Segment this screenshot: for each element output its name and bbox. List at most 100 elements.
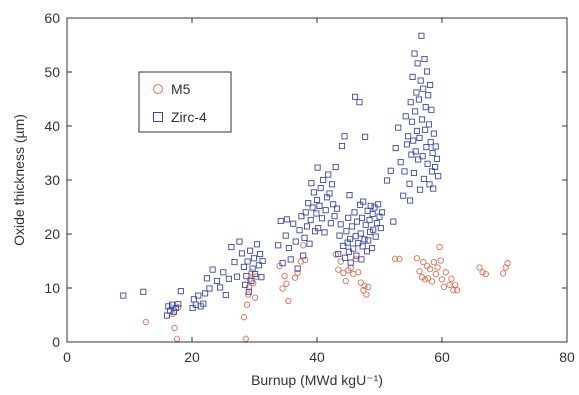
data-point [423,144,430,151]
data-point [283,280,290,287]
data-point [383,177,391,184]
data-point [408,118,416,125]
data-point [413,255,421,262]
data-point [432,270,439,278]
series-zirc4 [120,32,442,319]
data-point [298,213,305,220]
y-axis-label: Oxide thickness (µm) [11,114,27,246]
data-point [425,121,432,128]
data-point [248,269,255,276]
data-point [285,244,292,252]
data-point [479,269,486,276]
data-point [365,237,372,244]
data-point [413,89,420,96]
data-point [175,301,182,308]
legend-zirc4-label: Zirc-4 [171,109,207,125]
data-point [408,151,415,158]
data-point [317,185,324,192]
data-point [407,197,414,204]
data-point [177,288,184,295]
data-point [259,257,266,265]
data-point [245,288,252,295]
data-point [250,255,257,262]
data-point [446,281,453,288]
data-point [258,274,265,281]
data-point [402,113,409,120]
data-point [240,314,248,321]
data-point [438,276,446,283]
data-point [247,247,254,254]
data-point [453,287,461,294]
data-point [414,60,421,67]
data-point [410,169,417,177]
data-point [246,276,254,283]
data-point [336,232,343,239]
data-point [192,301,199,308]
data-point [346,192,353,199]
data-point [243,273,250,280]
data-point [238,250,246,257]
data-point [325,171,332,178]
y-tick-label: 20 [44,226,60,242]
data-point [302,209,309,216]
data-point [421,276,429,283]
data-point [352,233,359,240]
data-point [338,142,346,150]
data-point [257,250,264,258]
data-point [372,233,379,240]
data-point [368,244,376,252]
data-point [442,269,449,276]
data-point [307,216,314,224]
data-point [448,275,455,282]
data-point [420,175,427,182]
data-point [412,108,419,115]
data-point [332,163,339,171]
data-point [337,221,344,228]
data-point [242,281,249,288]
data-point [355,269,362,276]
y-tick-label: 40 [44,118,60,134]
data-point [416,134,423,141]
data-point [387,167,394,174]
data-point [322,207,329,214]
data-point [429,149,436,157]
data-point [228,243,235,251]
data-point [318,215,326,222]
data-point [370,226,377,233]
data-point [357,279,364,286]
data-point [249,265,256,272]
data-point [422,104,429,111]
x-tick-label: 80 [559,349,575,365]
data-point [282,232,289,239]
data-point [430,130,437,137]
data-point [427,139,434,146]
data-point [328,181,336,188]
data-point [309,204,316,211]
data-point [213,277,221,285]
data-point [417,77,424,84]
series-m5 [142,242,511,342]
data-point [358,214,366,221]
data-point [434,264,441,271]
data-point [335,266,342,273]
data-point [300,242,307,249]
data-point [432,163,439,171]
data-point [294,265,301,272]
data-point [287,256,294,263]
data-point [423,68,431,75]
data-point [171,324,178,332]
y-tick-label: 0 [52,334,60,350]
data-point [400,192,407,199]
data-point [279,260,286,267]
data-point [362,221,369,228]
data-point [326,190,333,197]
data-point [195,292,202,299]
data-point [242,335,249,342]
data-point [369,210,376,218]
data-point [433,155,441,162]
data-point [411,50,418,57]
data-point [430,185,437,192]
data-point [396,255,403,262]
data-point [297,258,304,265]
